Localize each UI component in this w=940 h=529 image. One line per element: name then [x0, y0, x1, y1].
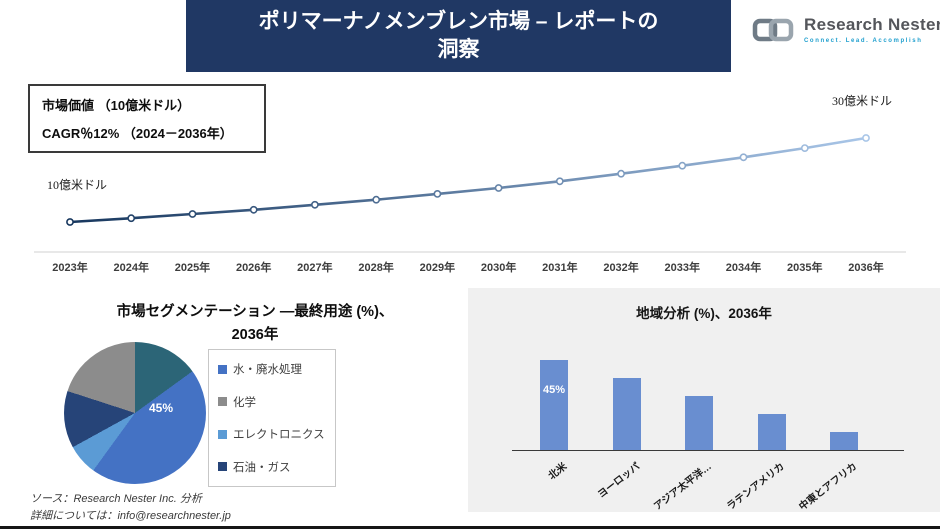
logo-tagline: Connect. Lead. Accomplish: [804, 38, 923, 44]
legend-label: 石油・ガス: [233, 461, 291, 474]
region-bar: [757, 414, 786, 450]
bar-data-label: 45%: [542, 384, 566, 396]
x-axis-labels: 2023年 2024年 2025年 2026年 2027年 2028年 2029年 2030年…: [0, 259, 940, 275]
footer-source: ソース：Research Nester Inc. 分析: [30, 493, 202, 505]
page-title-line2: 洞察: [437, 38, 480, 61]
region-label: アジア太平洋…: [652, 461, 715, 513]
year-label: 2024年: [113, 262, 149, 274]
year-label: 2027年: [297, 262, 333, 274]
footer-contact: 詳細については：info@researchnester.jp: [30, 510, 231, 523]
legend-swatch: [218, 462, 227, 472]
year-label: 2035年: [787, 262, 823, 274]
legend-label: 水・廃水処理: [233, 364, 302, 376]
region-bar: [540, 360, 568, 450]
year-label: 2032年: [603, 262, 639, 274]
cagr-label: CAGR％12% （2024－2036年）: [42, 126, 233, 141]
research-nester-logo: Research Nester Connect. Lead. Accomplis…: [752, 15, 940, 50]
pie-data-label: 45%: [149, 401, 174, 415]
year-label: 2025年: [174, 262, 211, 274]
region-bar: [685, 396, 713, 450]
year-label: 2029年: [419, 262, 456, 274]
legend-label: 化学: [233, 396, 256, 409]
header-banner: ポリマーナノメンブレン市場 – レポートの 洞察: [186, 0, 731, 72]
legend-swatch: [218, 397, 227, 407]
year-label: 2028年: [358, 262, 394, 274]
legend-item: 水・廃水処理: [218, 361, 326, 377]
chain-links-icon: [752, 15, 798, 50]
legend-swatch: [218, 364, 227, 374]
region-bar: [830, 432, 858, 450]
page-title-line1: ポリマーナノメンブレン市場 – レポートの: [258, 9, 659, 33]
region-label: 北米: [546, 461, 570, 483]
line-start-label: 10億米ドル: [47, 178, 108, 192]
pie-section-title: 市場セグメンテーション ―最終用途 (%)、 2036年: [35, 301, 475, 347]
year-label: 2026年: [235, 262, 272, 274]
year-label: 2036年: [848, 262, 884, 274]
segmentation-pie: [64, 342, 206, 484]
market-value-label: 市場価値 （10億米ドル）: [42, 98, 191, 113]
year-label: 2033年: [664, 262, 701, 274]
legend-swatch: [218, 429, 227, 439]
legend-item: 石油・ガス: [218, 459, 326, 475]
year-label: 2023年: [52, 262, 88, 274]
market-line-chart: [34, 134, 906, 253]
line-end-label: 30億米ドル: [832, 94, 893, 108]
year-label: 2031年: [542, 262, 578, 274]
region-chart-title: 地域分析 (%)、2036年: [636, 306, 772, 321]
pie-title-line2: 2036年: [231, 327, 279, 344]
year-label: 2034年: [725, 262, 762, 274]
year-label: 2030年: [480, 262, 517, 274]
legend-item: エレクトロニクス: [218, 426, 326, 442]
region-label: ヨーロッパ: [595, 461, 642, 501]
region-axis: [512, 450, 904, 451]
market-value-box: 市場価値 （10億米ドル） CAGR％12% （2024－2036年）: [28, 84, 266, 153]
region-label: 中東とアフリカ: [797, 461, 860, 513]
region-label: ラテンアメリカ: [725, 461, 787, 513]
logo-name: Research Nester: [804, 15, 940, 34]
pie-legend: 水・廃水処理 化学エレクトロニクス 石油・ガス: [208, 349, 336, 487]
region-bar: [612, 378, 641, 450]
legend-item: 化学: [218, 394, 326, 410]
region-panel: 地域分析 (%)、2036年 北米 ヨーロッパ アジア太平洋… ラテンアメリカ 中東とア…: [468, 288, 940, 513]
legend-label: エレクトロニクス: [233, 429, 325, 442]
footer: ソース：Research Nester Inc. 分析 詳細については：info…: [30, 491, 231, 525]
pie-title-line1: 市場セグメンテーション ―最終用途 (%)、: [116, 304, 394, 320]
